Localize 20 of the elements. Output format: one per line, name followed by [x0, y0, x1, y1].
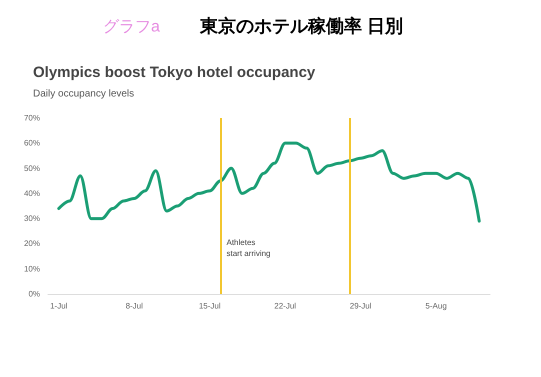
- y-tick-label: 20%: [24, 239, 40, 248]
- y-tick-label: 60%: [24, 138, 40, 148]
- chart-title: Olympics boost Tokyo hotel occupancy: [33, 64, 316, 81]
- line-series: [57, 142, 481, 223]
- x-tick-label: 15-Jul: [198, 302, 221, 310]
- ref-line-label: Athletes start arriving: [226, 238, 271, 258]
- text: グラフa: [103, 18, 160, 36]
- x-tick-label: 5-Aug: [425, 302, 447, 310]
- x-tick-label: 8-Jul: [126, 302, 144, 310]
- chart-subtitle: Daily occupancy levels: [33, 88, 134, 100]
- y-tick-label: 40%: [24, 188, 40, 198]
- text: 東京のホテル稼働率 日別: [199, 16, 404, 36]
- y-tick-label: 0%: [28, 290, 40, 298]
- x-tick-label: 29-Jul: [350, 302, 372, 310]
- y-tick-label: 30%: [24, 214, 40, 224]
- y-tick-label: 10%: [24, 264, 40, 274]
- x-tick-label: 22-Jul: [274, 302, 296, 310]
- x-tick-label: 1-Jul: [50, 302, 68, 310]
- y-tick-label: 70%: [24, 114, 40, 122]
- y-tick-label: 50%: [24, 164, 40, 173]
